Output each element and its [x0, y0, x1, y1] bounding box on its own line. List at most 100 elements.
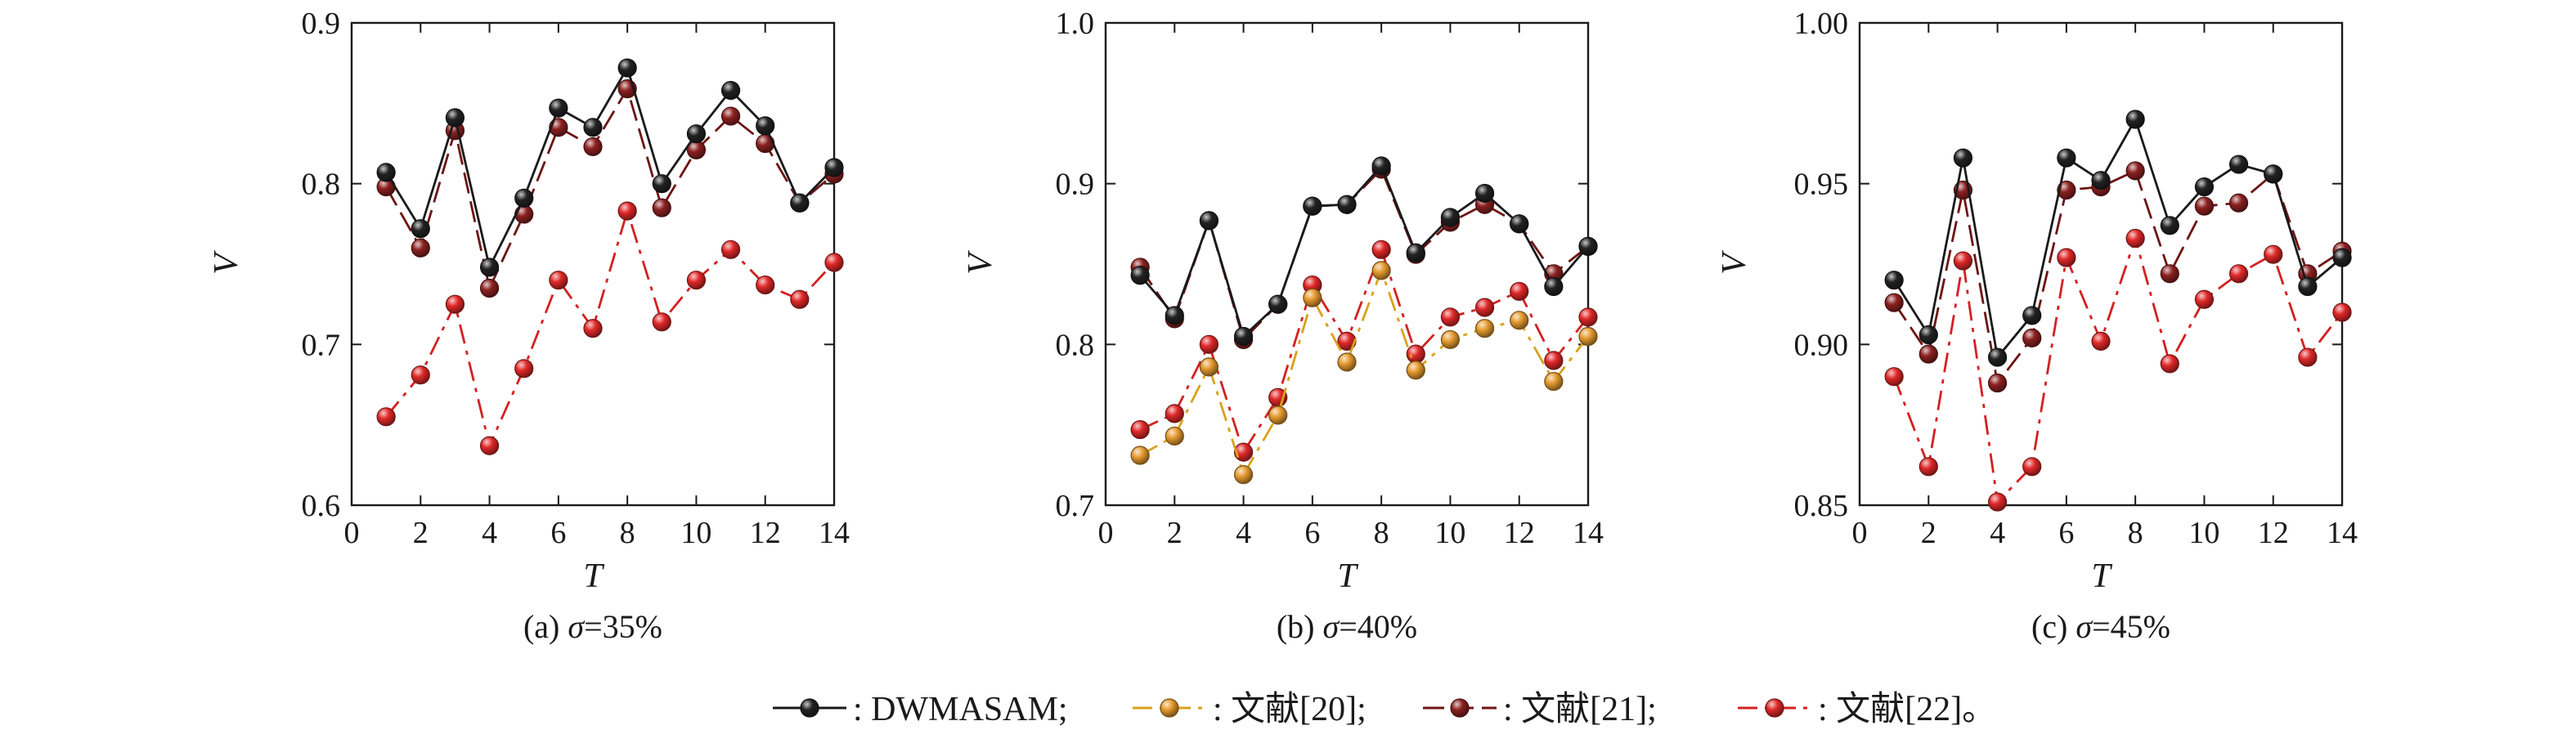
data-point-ref21 [514, 204, 534, 224]
legend-label: : 文献[21]; [1503, 690, 1657, 728]
data-point-ref20 [1440, 329, 1461, 350]
data-point-dwmasam [1987, 347, 2008, 367]
x-tick-label: 10 [680, 516, 711, 550]
data-point-dwmasam [411, 219, 430, 239]
data-point-dwmasam [1337, 195, 1357, 214]
data-point-ref21 [2057, 180, 2076, 200]
data-point-ref22 [1474, 298, 1495, 317]
series-line-dwmasam [384, 66, 836, 269]
data-point-ref20 [1130, 446, 1150, 465]
data-point-dwmasam [1268, 294, 1288, 314]
data-point-ref22 [790, 289, 810, 309]
x-tick-label: 14 [819, 516, 850, 550]
data-point-dwmasam [2125, 110, 2145, 129]
data-point-dwmasam [1165, 306, 1184, 325]
data-point-ref22 [2298, 347, 2318, 367]
data-point-ref20 [1303, 288, 1322, 307]
series-ref22 [1884, 228, 2352, 512]
x-tick-label: 12 [2258, 516, 2289, 550]
data-point-dwmasam [2091, 171, 2111, 190]
data-point-ref22 [1884, 367, 1904, 387]
data-point-dwmasam [2160, 216, 2179, 235]
series-line-ref21 [384, 87, 835, 289]
data-point-ref20 [1406, 361, 1425, 380]
x-tick-label: 6 [1304, 516, 1320, 550]
data-point-ref21 [2022, 328, 2042, 348]
chart-panel-2: 0 2 4 6 8 10 12 14 0.7 0.8 0.9 1.0 T V (b) σ=40% [962, 7, 1604, 645]
data-point-ref22 [2194, 289, 2215, 309]
data-point-ref22 [686, 271, 707, 290]
y-axis-label: V [208, 250, 245, 275]
panel-caption: (b) σ=40% [1277, 608, 1417, 645]
data-point-dwmasam [376, 163, 396, 182]
data-point-ref21 [1987, 373, 2008, 393]
series-line-ref22 [385, 209, 836, 447]
panel-caption: (c) σ=45% [2031, 608, 2170, 645]
data-point-dwmasam [1884, 271, 1904, 290]
legend-marker [1765, 698, 1784, 718]
data-point-ref20 [1165, 426, 1184, 446]
data-point-ref22 [479, 436, 500, 455]
legend-marker [800, 698, 819, 718]
y-tick-label: 0.95 [1794, 168, 1849, 202]
x-tick-label: 8 [620, 516, 635, 550]
series-line-ref22 [1892, 237, 2344, 504]
data-point-dwmasam [2332, 248, 2352, 267]
data-point-dwmasam [824, 158, 844, 177]
chart-panel-3: 0 2 4 6 8 10 12 14 0.85 0.90 0.95 1.00 T V (c) σ=45% [1716, 7, 2358, 645]
legend-item-ref21: : 文献[21]; [1423, 690, 1657, 728]
data-point-ref21 [720, 106, 741, 126]
data-point-dwmasam [1919, 325, 1938, 345]
data-point-ref22 [549, 271, 568, 290]
x-tick-label: 14 [2327, 516, 2358, 550]
x-tick-label: 4 [1236, 516, 1251, 550]
x-tick-label: 0 [1852, 516, 1868, 550]
data-point-dwmasam [2298, 276, 2318, 297]
series-ref22 [376, 201, 844, 455]
data-point-dwmasam [1953, 148, 1973, 168]
data-point-ref21 [1884, 293, 1904, 312]
data-point-ref21 [411, 238, 430, 258]
data-point-dwmasam [1303, 196, 1322, 216]
data-point-ref20 [1337, 352, 1357, 372]
data-point-ref22 [1371, 240, 1391, 259]
x-tick-label: 4 [482, 516, 497, 550]
data-point-ref22 [1130, 419, 1150, 440]
data-point-ref20 [1199, 357, 1219, 377]
panel-caption: (a) σ=35% [523, 608, 662, 645]
data-point-ref21 [1919, 344, 1938, 364]
data-point-ref22 [583, 319, 603, 338]
y-tick-label: 0.7 [1056, 489, 1095, 523]
data-point-dwmasam [756, 116, 775, 136]
data-point-dwmasam [479, 258, 500, 277]
series-ref22 [1130, 240, 1598, 462]
x-tick-label: 14 [1573, 516, 1604, 550]
x-tick-label: 2 [1921, 516, 1936, 550]
y-tick-label: 0.85 [1794, 489, 1849, 523]
data-point-ref22 [2332, 302, 2352, 322]
data-point-ref21 [2228, 193, 2249, 213]
data-point-dwmasam [514, 188, 534, 208]
data-point-ref22 [445, 294, 465, 314]
data-point-dwmasam [1544, 276, 1564, 297]
x-axis-label: T [583, 558, 604, 595]
data-point-dwmasam [2194, 177, 2215, 197]
y-tick-label: 0.6 [302, 489, 341, 523]
data-point-dwmasam [2264, 164, 2283, 184]
x-tick-label: 6 [2058, 516, 2074, 550]
y-axis-label: V [1716, 250, 1753, 275]
series-line-ref21 [1892, 169, 2343, 384]
y-tick-label: 0.8 [302, 168, 341, 202]
data-point-ref22 [1233, 442, 1254, 462]
x-tick-label: 10 [2188, 516, 2219, 550]
plot-frame [1104, 21, 1590, 507]
data-point-ref22 [1510, 281, 1529, 302]
legend-label: : 文献[22]。 [1818, 690, 1996, 728]
y-tick-label: 1.0 [1056, 7, 1095, 41]
legend-marker [1450, 698, 1470, 718]
x-tick-label: 2 [413, 516, 429, 550]
data-point-dwmasam [1233, 326, 1254, 347]
plot-frame [350, 21, 836, 507]
x-tick-label: 10 [1434, 516, 1465, 550]
y-axis-label: V [962, 250, 999, 275]
